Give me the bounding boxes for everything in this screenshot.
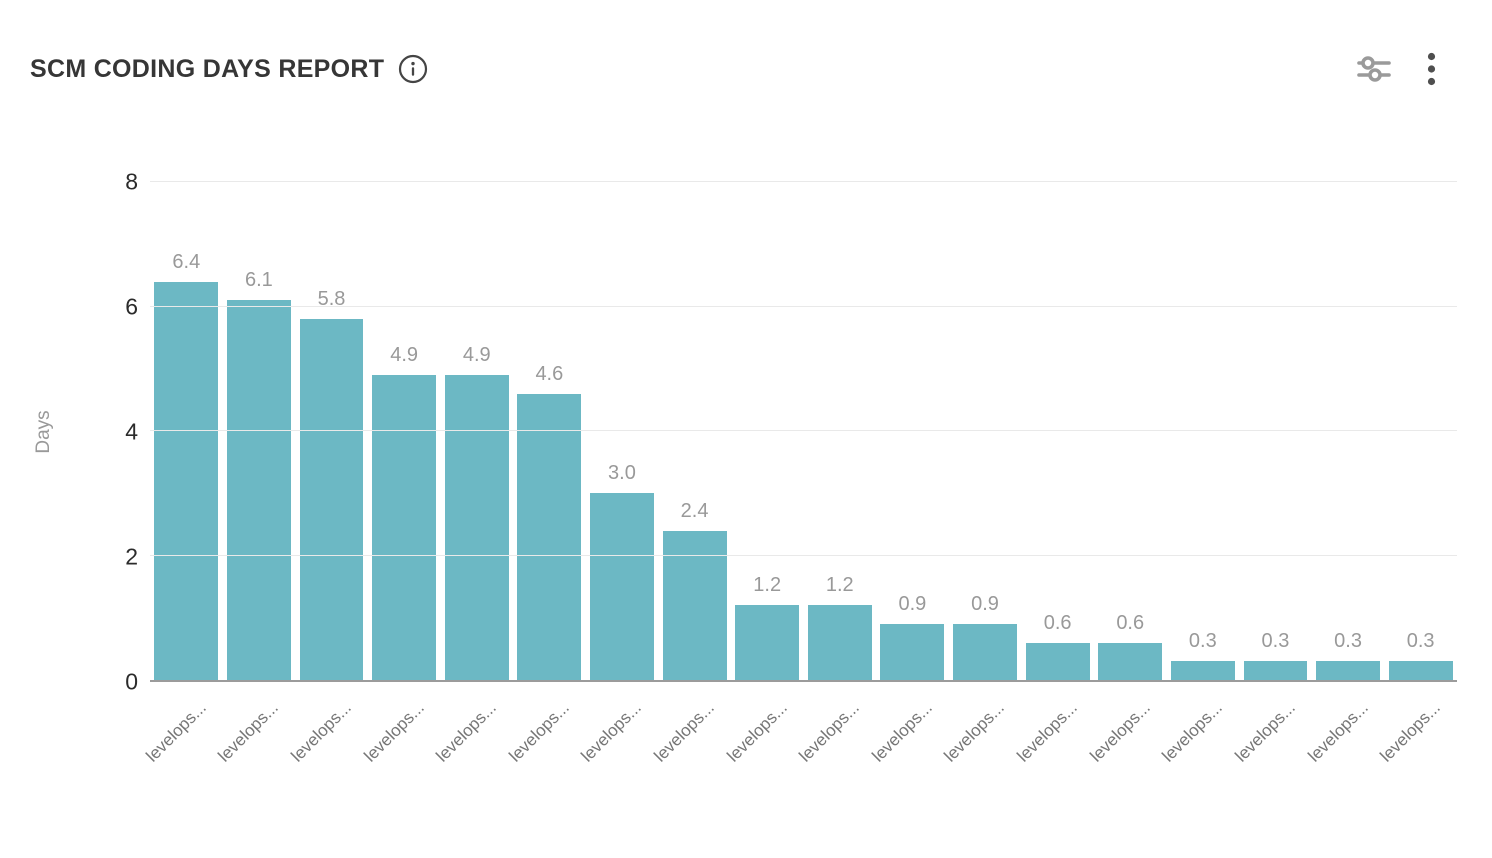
kebab-menu-icon[interactable]	[1427, 52, 1436, 86]
x-axis-label: levelops...	[1158, 698, 1227, 766]
widget-title: SCM CODING DAYS REPORT	[30, 54, 385, 83]
x-axis-label: levelops...	[505, 698, 573, 766]
bar-slot: 0.9 levelops...	[868, 182, 949, 766]
bar[interactable]	[953, 623, 1017, 680]
bar-slot: 0.9 levelops...	[941, 182, 1022, 766]
y-axis-tick-label: 8	[125, 168, 138, 195]
bar[interactable]	[662, 530, 727, 680]
bar-value-label: 0.3	[1334, 630, 1362, 653]
bar[interactable]	[807, 605, 872, 680]
y-axis-tick-label: 0	[125, 668, 138, 695]
bar[interactable]	[1316, 661, 1380, 680]
x-axis-label: levelops...	[723, 698, 791, 766]
bar[interactable]	[517, 393, 582, 680]
bar-value-label: 6.1	[245, 269, 273, 292]
bar[interactable]	[154, 281, 219, 680]
bar-value-label: 1.2	[825, 574, 854, 597]
x-axis-label: levelops...	[868, 698, 936, 766]
bar[interactable]	[1025, 642, 1090, 680]
y-axis-tick-label: 4	[125, 418, 138, 445]
filter-sliders-icon[interactable]	[1357, 55, 1391, 83]
bar-slot: 4.9 levelops...	[360, 182, 441, 766]
x-axis-label: levelops...	[287, 698, 355, 766]
gridline	[150, 305, 1457, 307]
x-axis-label: levelops...	[577, 698, 646, 766]
x-axis-label: levelops...	[360, 698, 428, 766]
bar-slot: 0.6 levelops...	[1013, 182, 1094, 766]
widget-header: SCM CODING DAYS REPORT	[30, 46, 1436, 92]
bar-slot: 5.8 levelops...	[287, 182, 368, 766]
bar[interactable]	[880, 623, 945, 680]
bar[interactable]	[1098, 642, 1163, 680]
y-axis: 0 2 4 6 8	[0, 169, 150, 695]
bar-value-label: 1.2	[753, 574, 782, 597]
bar[interactable]	[299, 318, 364, 680]
gridline	[150, 181, 1457, 182]
x-axis-label: levelops...	[142, 698, 210, 766]
plot-area: 6.4 levelops... 6.1 levelops... 5.8 levelops.…	[142, 181, 1457, 766]
bar-value-label: 6.4	[172, 250, 201, 273]
bar-value-label: 0.3	[1261, 630, 1290, 653]
bar-value-label: 4.9	[462, 343, 491, 366]
bar[interactable]	[372, 374, 437, 680]
x-axis-label: levelops...	[1013, 698, 1082, 766]
x-axis-label: levelops...	[795, 698, 864, 766]
bar-value-label: 0.9	[898, 592, 927, 615]
x-axis-label: levelops...	[1086, 698, 1154, 766]
bar-slot: 6.4 levelops...	[142, 182, 223, 766]
x-axis-label: levelops...	[1376, 698, 1445, 766]
gridline	[150, 430, 1457, 431]
x-axis-label: levelops...	[940, 698, 1009, 766]
bar[interactable]	[226, 300, 291, 680]
bar-value-label: 4.6	[535, 362, 564, 385]
title-row: SCM CODING DAYS REPORT	[30, 54, 428, 84]
bar-value-label: 4.9	[390, 343, 419, 366]
header-actions	[1357, 52, 1436, 86]
bar[interactable]	[1170, 661, 1235, 680]
bar-value-label: 5.8	[317, 287, 346, 310]
x-axis-label: levelops...	[650, 698, 719, 766]
bar-slot: 1.2 levelops...	[796, 182, 876, 766]
bar[interactable]	[1388, 661, 1453, 680]
bars-container: 6.4 levelops... 6.1 levelops... 5.8 levelops.…	[142, 182, 1457, 766]
bar-slot: 0.3 levelops...	[1231, 182, 1312, 766]
x-axis-label: levelops...	[1231, 698, 1299, 766]
y-axis-tick-label: 6	[125, 293, 138, 320]
bar-value-label: 0.3	[1406, 630, 1435, 653]
bar-slot: 0.6 levelops...	[1086, 182, 1167, 766]
bar-slot: 3.0 levelops...	[578, 182, 659, 766]
bar-value-label: 0.6	[1043, 611, 1072, 634]
y-axis-tick-label: 2	[125, 543, 138, 570]
bar[interactable]	[590, 493, 654, 680]
bar[interactable]	[1243, 661, 1308, 680]
bar-slot: 6.1 levelops...	[215, 182, 296, 766]
bar-value-label: 0.6	[1116, 611, 1145, 634]
x-axis-label: levelops...	[214, 698, 283, 766]
bar[interactable]	[735, 605, 800, 680]
bar-slot: 2.4 levelops...	[650, 182, 731, 766]
bar-slot: 0.3 levelops...	[1377, 182, 1457, 766]
bar-slot: 0.3 levelops...	[1304, 182, 1385, 766]
x-axis-label: levelops...	[432, 698, 501, 766]
bar-value-label: 3.0	[608, 462, 636, 485]
bar-slot: 1.2 levelops...	[723, 182, 804, 766]
bar[interactable]	[444, 374, 509, 680]
bar-slot: 0.3 levelops...	[1159, 182, 1240, 766]
gridline	[150, 554, 1457, 556]
x-axis-label: levelops...	[1303, 698, 1372, 766]
bar-value-label: 2.4	[680, 499, 709, 522]
info-icon[interactable]	[398, 54, 428, 84]
bar-value-label: 0.3	[1188, 630, 1217, 653]
bar-slot: 4.9 levelops...	[433, 182, 513, 766]
bar-slot: 4.6 levelops...	[505, 182, 586, 766]
bar-value-label: 0.9	[971, 592, 999, 615]
